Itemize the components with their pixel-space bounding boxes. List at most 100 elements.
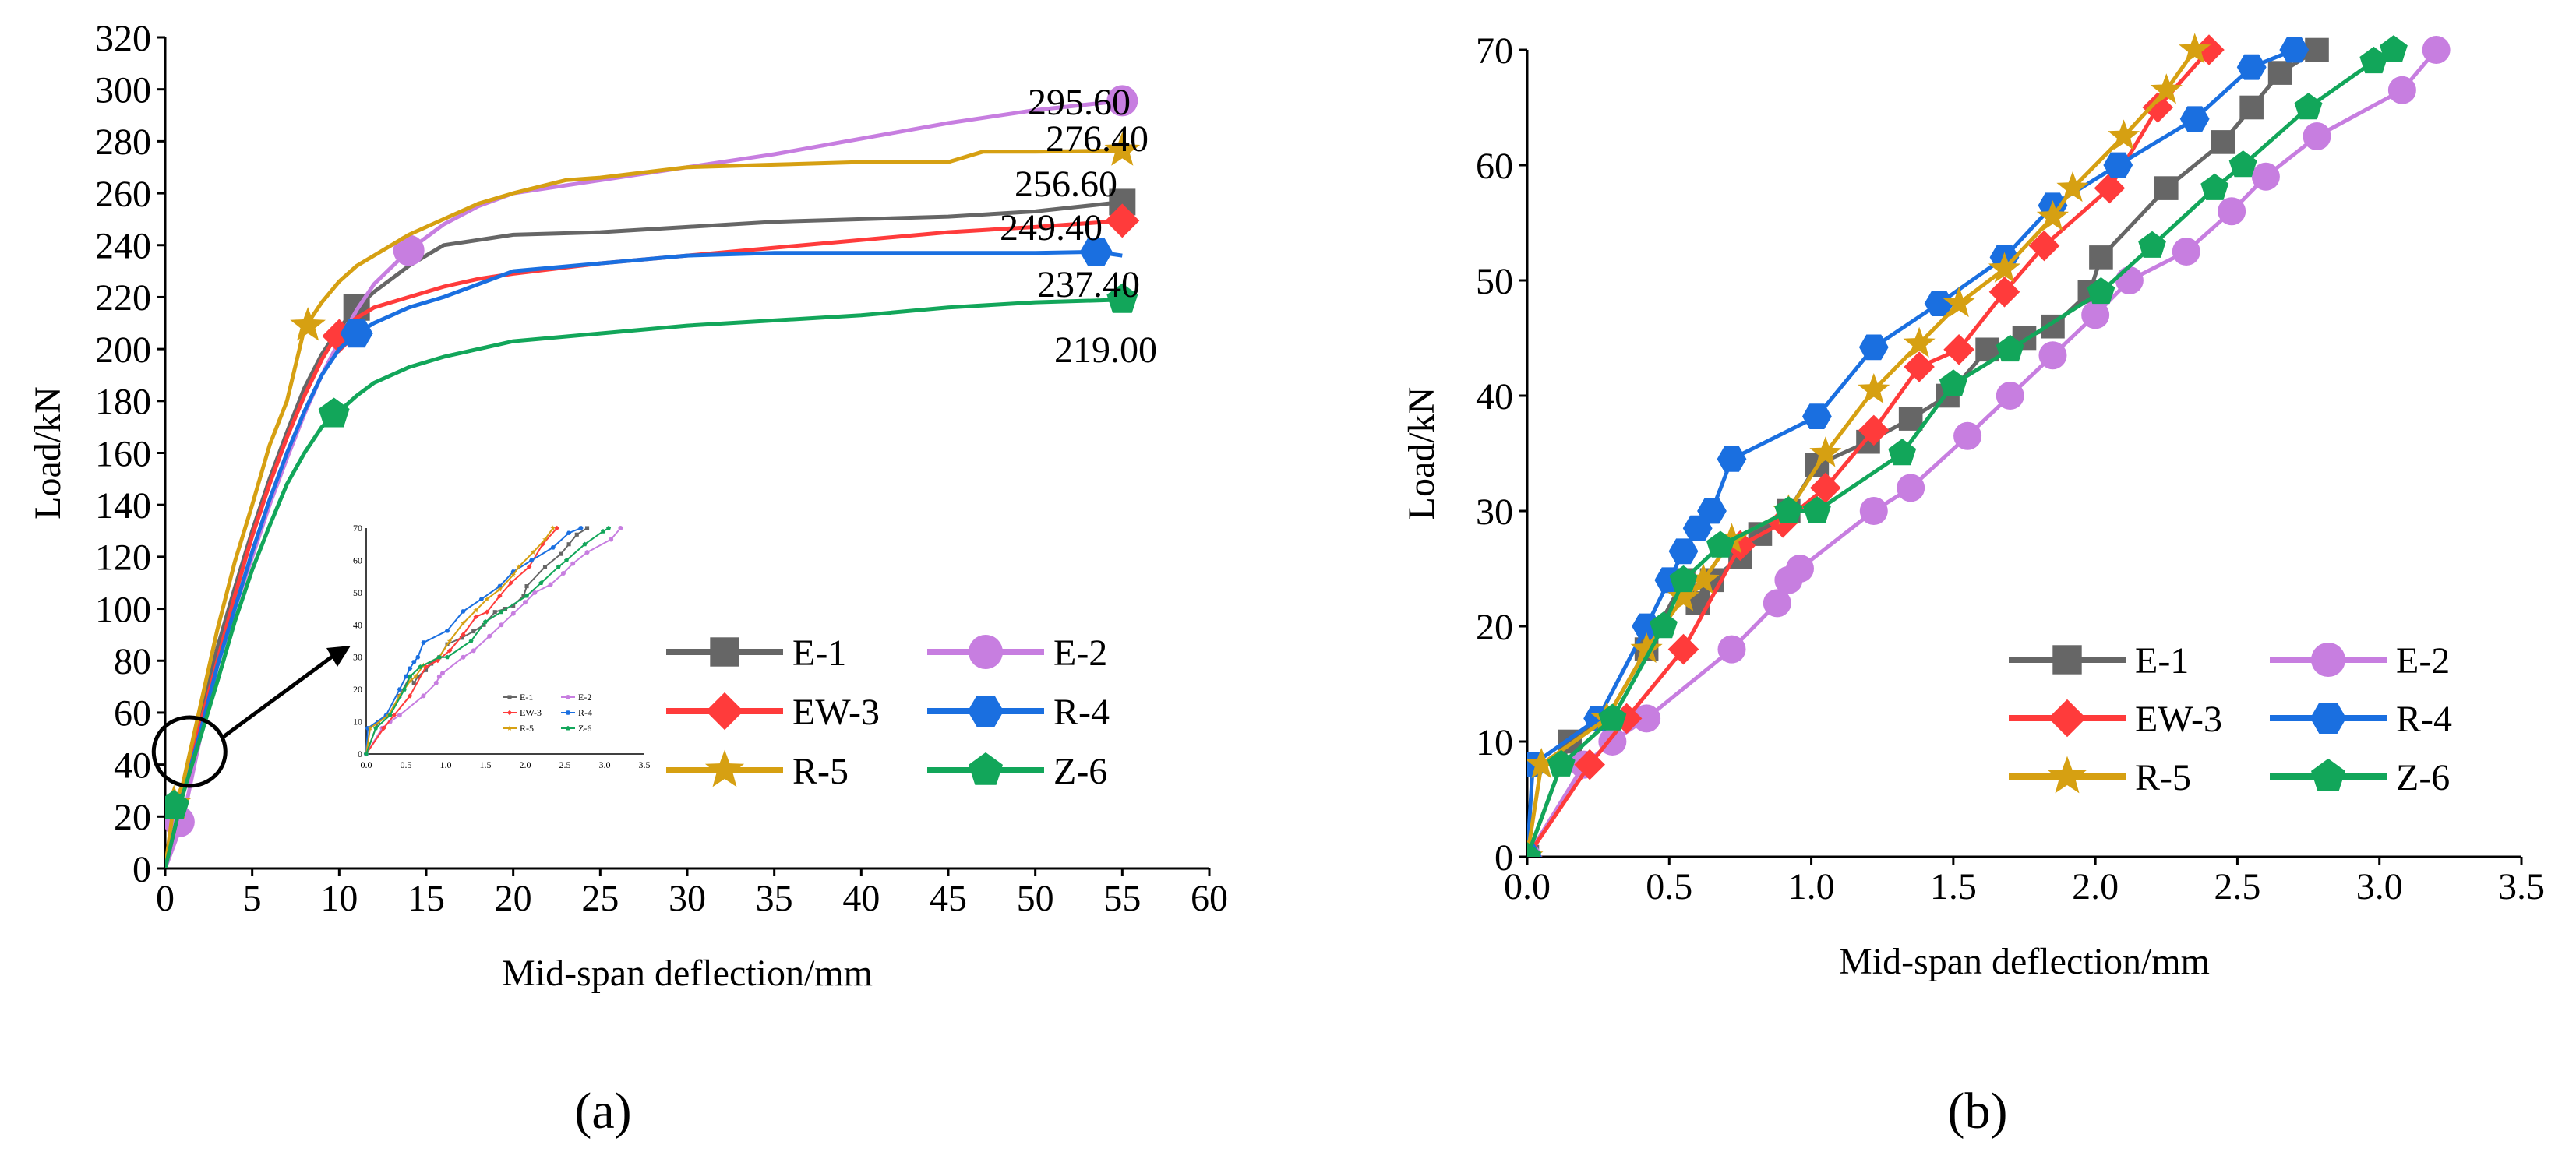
data-point	[2138, 231, 2166, 258]
inset-data-point	[559, 551, 563, 556]
inset-data-point	[411, 660, 417, 664]
data-point	[1104, 132, 1141, 166]
inset-x-tick-label: 1.5	[480, 759, 492, 770]
data-point	[1697, 498, 1727, 524]
inset-legend-label: R-4	[578, 707, 592, 718]
series-line-R-5	[165, 148, 1123, 868]
inset-data-point	[530, 549, 536, 555]
axes: 0.0 0.5 1.0 1.5 2.0 2.5 3.0 3.5 0 10 20 30 40 50 60 70 M…	[1401, 30, 2545, 982]
inset-data-point	[538, 580, 544, 585]
inset-data-point	[532, 590, 538, 595]
inset-data-point	[421, 693, 426, 699]
inset-data-point	[445, 654, 450, 660]
inset-data-point	[560, 571, 566, 576]
y-tick-label: 40	[1476, 376, 1513, 417]
panel-label-b: (b)	[1948, 1083, 2008, 1140]
data-point	[2087, 277, 2115, 305]
data-point	[1988, 277, 2020, 308]
inset-data-point	[521, 594, 526, 598]
x-tick-label: 1.0	[1788, 866, 1835, 907]
legend-marker	[2052, 645, 2082, 675]
data-point	[1859, 497, 1888, 525]
data-point	[165, 790, 190, 819]
inset-data-point	[421, 640, 426, 645]
zoom-circle	[151, 715, 228, 788]
inset-data-point	[436, 674, 442, 679]
chart-b: 0.0 0.5 1.0 1.5 2.0 2.5 3.0 3.5 0 10 20 30 40 50 60 70 M…	[1401, 30, 2545, 982]
inset-data-point	[548, 582, 553, 587]
value-label: 276.40	[1046, 118, 1149, 160]
y-tick-label: 50	[1476, 261, 1513, 302]
data-point	[1810, 472, 1841, 504]
inset-data-point	[459, 636, 464, 640]
inset-data-point	[585, 526, 590, 530]
legend-marker	[710, 637, 739, 667]
data-point	[1574, 749, 1605, 780]
inset-plot: 0.0 0.5 1.0 1.5 2.0 2.5 3.0 3.5 0 10 20 30 40 50 60 70 E…	[353, 523, 651, 770]
data-point	[1897, 474, 1925, 502]
inset-data-point	[523, 600, 528, 605]
data-point	[1996, 334, 2024, 362]
inset-y-tick-label: 70	[353, 523, 362, 534]
data-point	[2218, 197, 2246, 226]
y-tick-label: 30	[1476, 491, 1513, 533]
inset-data-point	[391, 713, 397, 718]
inset-legend-label: Z-6	[578, 723, 591, 734]
series-Z-6	[1527, 35, 2408, 857]
data-point	[2081, 301, 2110, 329]
data-point	[2239, 95, 2264, 120]
y-tick-label: 240	[95, 226, 151, 267]
legend: E-1 E-2 EW-3 R-4 R-5 Z-6	[2009, 640, 2452, 798]
inset-data-point	[566, 530, 572, 535]
y-axis-label: Load/kN	[27, 386, 69, 520]
inset-legend-marker	[506, 710, 513, 716]
inset-data-point	[487, 633, 492, 639]
inset-data-point	[468, 638, 474, 643]
inset-data-point	[483, 619, 488, 624]
data-point	[2154, 176, 2179, 200]
data-point	[2251, 162, 2280, 191]
inset-data-point	[510, 572, 517, 577]
x-tick-label: 15	[408, 878, 445, 919]
legend-marker	[2311, 643, 2345, 677]
inset-data-point	[387, 713, 393, 717]
inset-data-point	[582, 541, 588, 547]
inset-x-tick-label: 3.5	[639, 759, 651, 770]
inset-data-point	[364, 751, 369, 756]
legend-item-EW-3: EW-3	[666, 692, 880, 733]
inset-legend-marker	[506, 725, 513, 731]
inset-x-tick-label: 0.5	[401, 759, 412, 770]
inset-legend-item: EW-3	[503, 707, 542, 718]
data-point	[1687, 563, 1720, 594]
inset-data-point	[397, 692, 403, 699]
series-R-4	[165, 238, 1123, 868]
inset-data-point	[444, 629, 450, 633]
inset-data-point	[408, 674, 413, 679]
x-tick-label: 20	[495, 878, 532, 919]
data-point	[1668, 538, 1699, 565]
inset-data-point	[550, 545, 556, 550]
data-point	[1802, 496, 1831, 523]
data-point	[1667, 633, 1699, 665]
data-point	[1669, 565, 1698, 593]
data-point	[1106, 85, 1138, 117]
inset-data-point	[461, 654, 466, 660]
legend-label: E-1	[2135, 640, 2189, 682]
series-R-4	[1527, 37, 2310, 857]
data-point	[2056, 171, 2089, 203]
data-point	[2089, 245, 2113, 270]
inset-data-point	[497, 593, 503, 599]
inset-data-point	[564, 558, 569, 562]
legend-item-R-5: R-5	[666, 749, 849, 792]
x-tick-label: 5	[243, 878, 262, 919]
legend-item-Z-6: Z-6	[2270, 757, 2450, 798]
value-label: 237.40	[1037, 264, 1140, 305]
data-point	[1943, 334, 1974, 365]
series-line-Z-6	[1527, 48, 2395, 857]
inset-legend-label: E-1	[520, 692, 533, 703]
inset-data-point	[433, 680, 439, 685]
data-point	[2228, 150, 2257, 178]
data-point	[393, 234, 425, 266]
legend-marker	[969, 752, 1003, 785]
